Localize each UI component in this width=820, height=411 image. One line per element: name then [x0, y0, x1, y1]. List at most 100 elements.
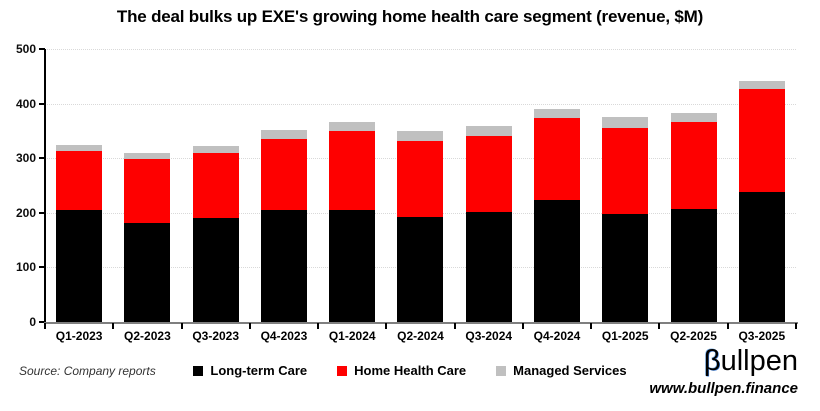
bar-q1-2025 [602, 117, 649, 322]
x-tick-2 [180, 323, 183, 329]
bar-segment-q3-2023-home-health-care [192, 152, 239, 218]
x-axis-label-q1-2023: Q1-2023 [55, 329, 103, 343]
bar-q2-2024 [397, 130, 444, 322]
x-tick-10 [726, 323, 729, 329]
plot-area: 0 100 200 300 400 500 [16, 42, 798, 329]
brand-logo-text: ullpen [720, 345, 798, 377]
chart-title: The deal bulks up EXE's growing home hea… [116, 7, 704, 26]
x-tick-6 [453, 323, 456, 329]
x-axis-label-q3-2023: Q3-2023 [192, 329, 240, 343]
category-slot-q1-2025 [591, 49, 659, 322]
bar-segment-q4-2023-home-health-care [260, 139, 307, 211]
x-axis-label-q1-2025: Q1-2025 [601, 329, 649, 343]
category-slot-q1-2024 [318, 49, 386, 322]
category-slot-q3-2024 [455, 49, 523, 322]
y-axis-label-400: 400 [15, 96, 36, 111]
bar-segment-q1-2024-long-term-care [329, 209, 376, 322]
x-tick-4 [317, 323, 320, 329]
y-tick-100 [39, 266, 45, 269]
y-axis-labels: 0 100 200 300 400 500 [0, 42, 36, 329]
bar-segment-q2-2025-managed-services [670, 113, 717, 123]
y-axis-label-300: 300 [15, 151, 36, 166]
category-slot-q1-2023 [45, 49, 113, 322]
bar-segment-q3-2023-long-term-care [192, 217, 239, 322]
legend-label-home-health-care: Home Health Care [354, 363, 467, 378]
x-axis-line [44, 322, 798, 324]
x-tick-8 [590, 323, 593, 329]
x-axis-label-q3-2024: Q3-2024 [465, 329, 513, 343]
x-tick-1 [112, 323, 115, 329]
bar-segment-q1-2024-home-health-care [329, 131, 376, 210]
bar-q3-2025 [738, 80, 785, 322]
bar-segment-q3-2025-managed-services [738, 80, 785, 90]
bar-q1-2023 [56, 145, 103, 322]
gridline-400 [45, 103, 796, 105]
bar-segment-q2-2023-managed-services [124, 153, 171, 159]
x-axis-label-q4-2024: Q4-2024 [533, 329, 581, 343]
x-axis-label-q4-2023: Q4-2023 [260, 329, 308, 343]
legend-marker-home-health-care [337, 365, 348, 376]
bar-q2-2023 [124, 153, 171, 322]
bar-segment-q4-2024-home-health-care [533, 118, 580, 200]
bar-segment-q1-2023-home-health-care [56, 150, 103, 210]
y-tick-400 [39, 102, 45, 105]
bar-segment-q1-2025-home-health-care [602, 127, 649, 215]
bar-segment-q1-2025-managed-services [602, 117, 649, 128]
legend-marker-managed-services [496, 365, 507, 376]
x-tick-11 [795, 323, 797, 329]
bar-q4-2023 [260, 130, 307, 322]
bar-segment-q4-2023-long-term-care [260, 210, 307, 322]
x-axis-label-q2-2023: Q2-2023 [124, 329, 171, 343]
bar-segment-q2-2024-long-term-care [397, 216, 444, 322]
x-axis-label-q3-2025: Q3-2025 [738, 329, 786, 343]
x-axis-label-q1-2024: Q1-2024 [328, 329, 376, 343]
bar-segment-q3-2024-long-term-care [465, 212, 512, 322]
category-slot-q2-2024 [386, 49, 454, 322]
bar-segment-q4-2023-managed-services [260, 130, 307, 140]
x-tick-9 [658, 323, 661, 329]
category-slot-q3-2023 [182, 49, 250, 322]
bar-q4-2024 [533, 108, 580, 322]
bar-segment-q3-2023-managed-services [192, 145, 239, 153]
bar-segment-q3-2025-home-health-care [738, 89, 785, 193]
bar-segment-q1-2025-long-term-care [602, 214, 649, 322]
x-tick-5 [385, 323, 388, 329]
y-axis-label-500: 500 [15, 42, 36, 56]
x-axis-labels: Q1-2023 Q2-2023 Q3-2023 Q4-2023 Q1-2024 Q2-20… [45, 329, 796, 343]
y-axis-label-0: 0 [29, 315, 36, 329]
category-slot-q2-2023 [113, 49, 181, 322]
bar-segment-q2-2023-home-health-care [124, 158, 171, 224]
x-tick-7 [521, 323, 524, 329]
x-axis-label-q2-2024: Q2-2024 [397, 329, 444, 343]
bar-segment-q3-2024-home-health-care [465, 135, 512, 213]
bar-segment-q4-2024-long-term-care [533, 199, 580, 322]
y-tick-500 [39, 48, 45, 50]
legend-item-long-term-care: Long-term Care [193, 363, 307, 378]
legend-item-home-health-care: Home Health Care [337, 363, 466, 378]
y-tick-0 [39, 321, 45, 323]
x-tick-0 [44, 323, 46, 329]
brand-url: www.bullpen.finance [649, 380, 798, 397]
brand-logo: βullpen [649, 344, 798, 378]
legend-marker-long-term-care [193, 365, 204, 376]
brand-block: βullpen www.bullpen.finance [649, 344, 798, 398]
bar-q3-2024 [465, 126, 512, 322]
bar-segment-q1-2023-long-term-care [56, 209, 103, 322]
bar-segment-q1-2023-managed-services [56, 145, 103, 151]
bar-segment-q4-2024-managed-services [533, 108, 580, 119]
y-axis-line [44, 49, 46, 322]
bars-container [45, 49, 796, 322]
bar-q3-2023 [192, 145, 239, 322]
y-tick-300 [39, 157, 45, 160]
y-axis-label-200: 200 [15, 205, 36, 220]
bar-segment-q3-2025-long-term-care [738, 192, 785, 322]
bar-segment-q1-2024-managed-services [329, 122, 376, 132]
gridline-500 [45, 49, 796, 50]
bar-q1-2024 [329, 122, 376, 322]
bar-segment-q3-2024-managed-services [465, 126, 512, 136]
brand-beta-glyph: β [703, 345, 721, 377]
bar-q2-2025 [670, 113, 717, 322]
bar-segment-q2-2025-long-term-care [670, 208, 717, 322]
y-axis-label-100: 100 [15, 260, 36, 275]
